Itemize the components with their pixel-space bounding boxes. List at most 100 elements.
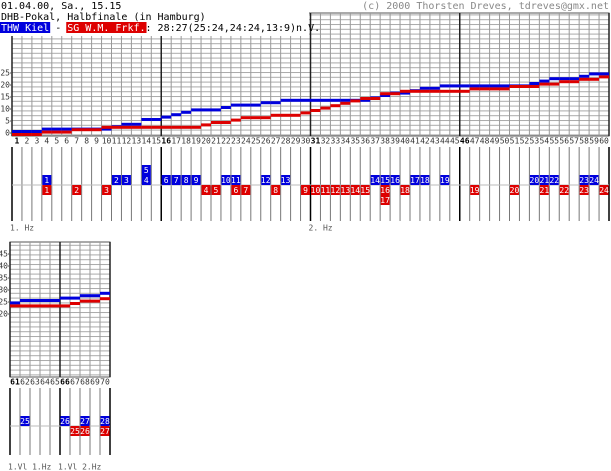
goal-box xyxy=(171,175,181,185)
goal-box xyxy=(181,175,191,185)
goal-box xyxy=(20,416,30,426)
goal-number: 15 xyxy=(360,186,370,195)
score-step xyxy=(20,304,30,308)
goal-number: 8 xyxy=(273,186,278,195)
minute-label: 8 xyxy=(84,137,89,146)
goal-number: 13 xyxy=(281,176,291,185)
score-step xyxy=(370,97,381,100)
minute-label: 15 xyxy=(151,137,161,146)
y-tick-label: 10 xyxy=(0,105,10,114)
minute-label: 47 xyxy=(470,137,480,146)
goal-number: 3 xyxy=(104,186,109,195)
goal-box xyxy=(301,185,310,195)
y-tick-label: 5 xyxy=(5,117,10,126)
score-step xyxy=(380,92,391,96)
minute-label: 16 xyxy=(161,137,171,146)
goal-number: 1 xyxy=(44,176,49,185)
score-step xyxy=(380,94,391,97)
goal-box xyxy=(201,185,211,195)
goal-box xyxy=(42,175,52,185)
goal-number: 22 xyxy=(559,186,569,195)
goal-number: 14 xyxy=(370,176,380,185)
goal-box xyxy=(141,175,151,185)
score-step xyxy=(549,77,560,81)
minute-label: 55 xyxy=(549,137,559,146)
goal-number: 26 xyxy=(60,417,70,426)
minute-label: 5 xyxy=(54,137,59,146)
goal-number: 4 xyxy=(144,176,149,185)
minute-label: 58 xyxy=(579,137,589,146)
score-step xyxy=(91,128,102,132)
goal-number: 9 xyxy=(303,186,308,195)
goal-box xyxy=(549,175,559,185)
score-step xyxy=(40,304,50,308)
goal-number: 28 xyxy=(100,417,110,426)
score-step xyxy=(320,106,331,110)
goal-number: 24 xyxy=(599,186,609,195)
goal-number: 14 xyxy=(350,186,360,195)
goal-number: 18 xyxy=(400,186,410,195)
minute-label: 61 xyxy=(10,378,20,387)
score-step xyxy=(360,97,371,100)
header: 01.04.00, Sa., 15.15 (c) 2000 Thorsten D… xyxy=(0,0,611,36)
score-step xyxy=(250,103,261,107)
goal-box xyxy=(340,185,350,195)
goal-number: 26 xyxy=(80,427,90,436)
period-label: 1.Vl 2.Hz xyxy=(58,463,102,471)
score-step xyxy=(270,113,281,117)
score-step xyxy=(90,299,100,303)
date: 01.04.00, Sa., 15.15 xyxy=(1,1,121,12)
goal-box xyxy=(579,185,589,195)
goal-box xyxy=(539,175,549,185)
goal-box xyxy=(102,185,111,195)
minute-label: 28 xyxy=(281,137,291,146)
score-step xyxy=(589,77,600,81)
score-step xyxy=(80,294,90,298)
goal-number: 4 xyxy=(204,186,209,195)
score-step xyxy=(400,89,410,93)
minute-label: 41 xyxy=(410,137,420,146)
minute-label: 7 xyxy=(74,137,79,146)
score-step xyxy=(260,116,271,120)
score-step xyxy=(211,121,221,124)
score-step xyxy=(181,110,192,114)
score-step xyxy=(479,87,490,91)
minute-label: 13 xyxy=(132,137,142,146)
goal-number: 9 xyxy=(194,176,199,185)
minute-label: 19 xyxy=(191,137,201,146)
score-step xyxy=(579,74,590,78)
score-step xyxy=(419,89,430,93)
period-label: 1. Hz xyxy=(10,224,34,233)
score-step xyxy=(529,85,540,88)
goal-number: 1 xyxy=(44,186,49,195)
goal-number: 10 xyxy=(311,186,321,195)
goal-box xyxy=(80,426,90,436)
score-step xyxy=(300,111,311,115)
goal-box xyxy=(281,175,291,185)
score-step xyxy=(61,130,72,134)
score-step xyxy=(51,130,62,134)
score-step xyxy=(220,106,231,109)
minute-label: 22 xyxy=(221,137,231,146)
minute-label: 34 xyxy=(341,137,351,146)
goal-box xyxy=(420,175,430,185)
minute-label: 33 xyxy=(331,137,341,146)
minute-label: 36 xyxy=(360,137,370,146)
minute-label: 60 xyxy=(599,137,609,146)
score-step xyxy=(390,92,401,96)
minute-label: 65 xyxy=(50,378,60,387)
minute-label: 59 xyxy=(589,137,599,146)
goal-number: 2 xyxy=(114,176,119,185)
score-step xyxy=(469,84,480,88)
score-step xyxy=(280,113,291,117)
score-step xyxy=(20,299,30,302)
goal-number: 8 xyxy=(184,176,189,185)
score-step xyxy=(280,98,291,102)
goal-box xyxy=(589,175,599,185)
score-step xyxy=(290,113,301,117)
period-label: 2. Hz xyxy=(309,224,333,233)
goal-number: 17 xyxy=(410,176,420,185)
score-step xyxy=(201,123,211,127)
goal-box xyxy=(221,175,231,185)
